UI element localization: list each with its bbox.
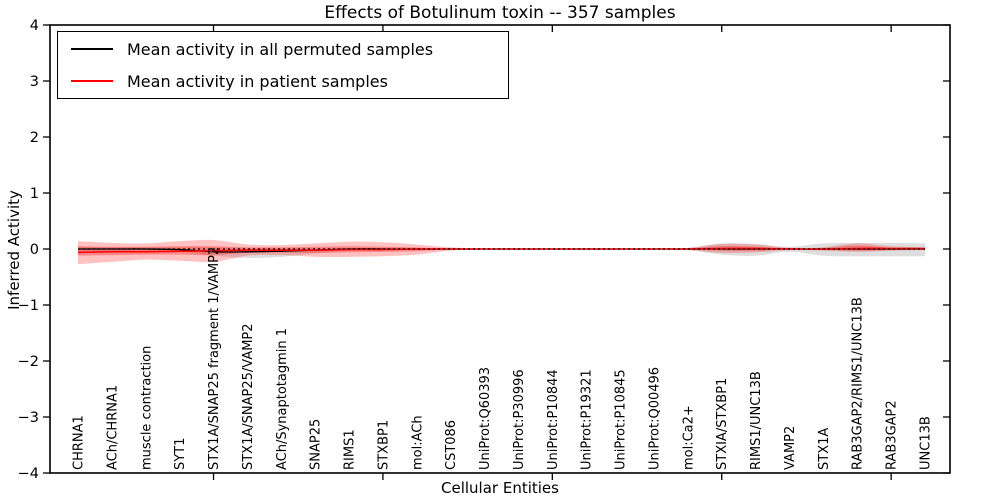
x-category-label: mol:Ca2+ — [681, 405, 696, 470]
y-tick-label: 3 — [30, 74, 39, 90]
x-category-label: muscle contraction — [139, 346, 154, 470]
x-category-label: UniProt:P30996 — [512, 369, 527, 470]
x-category-label: UniProt:P10844 — [546, 369, 561, 470]
x-category-label: UniProt:Q60393 — [478, 367, 493, 470]
x-category-label: UniProt:Q00496 — [647, 367, 662, 470]
y-tick-label: 1 — [30, 186, 39, 202]
x-category-label: STX1A/SNAP25/VAMP2 — [241, 323, 256, 470]
legend-label: Mean activity in patient samples — [127, 71, 388, 91]
y-tick-label: −4 — [18, 466, 39, 482]
y-tick-label: 0 — [30, 242, 39, 258]
y-tick-label: −1 — [18, 298, 39, 314]
x-category-label: STX1A — [817, 428, 832, 470]
x-category-label: RAB3GAP2 — [885, 400, 900, 470]
y-axis-label: Inferred Activity — [5, 190, 23, 310]
x-category-label: STXBP1 — [376, 420, 391, 470]
legend-item-patient: Mean activity in patient samples — [58, 66, 508, 96]
x-category-label: RIMS1/UNC13B — [749, 371, 764, 470]
x-category-label: UNC13B — [919, 416, 934, 470]
x-category-label: CHRNA1 — [72, 415, 87, 470]
permuted-samples-range-band — [78, 242, 925, 258]
patient-samples-range-band — [78, 239, 925, 265]
legend: Mean activity in all permuted samples Me… — [57, 31, 509, 99]
legend-label: Mean activity in all permuted samples — [127, 39, 434, 59]
legend-line-sample-red — [71, 80, 113, 82]
x-category-label: UniProt:P10845 — [614, 369, 629, 470]
y-tick-label: −2 — [18, 354, 39, 370]
x-category-label: UniProt:P19321 — [580, 369, 595, 470]
x-category-label: SNAP25 — [309, 419, 324, 470]
y-tick-label: −3 — [18, 410, 39, 426]
x-category-label: RAB3GAP2/RIMS1/UNC13B — [851, 297, 866, 470]
x-category-label: mol:ACh — [410, 415, 425, 470]
chart-title: Effects of Botulinum toxin -- 357 sample… — [324, 3, 676, 23]
x-category-label: SYT1 — [173, 438, 188, 470]
x-category-label: ACh/Synaptotagmin 1 — [275, 328, 290, 470]
patient-mean-line — [77, 247, 925, 254]
x-category-label: ACh/CHRNA1 — [105, 385, 120, 470]
x-category-label: STXIA/STXBP1 — [715, 378, 730, 470]
legend-item-permuted: Mean activity in all permuted samples — [58, 34, 508, 64]
x-category-label: VAMP2 — [783, 426, 798, 470]
legend-line-sample-black — [71, 48, 113, 50]
x-category-label: STX1A/SNAP25 fragment 1/VAMP2 — [207, 247, 222, 470]
x-category-label: CST086 — [444, 420, 459, 470]
y-tick-label: 4 — [30, 18, 39, 34]
x-axis-label: Cellular Entities — [441, 479, 559, 497]
x-category-label: RIMS1 — [343, 429, 358, 470]
y-tick-label: 2 — [30, 130, 39, 146]
